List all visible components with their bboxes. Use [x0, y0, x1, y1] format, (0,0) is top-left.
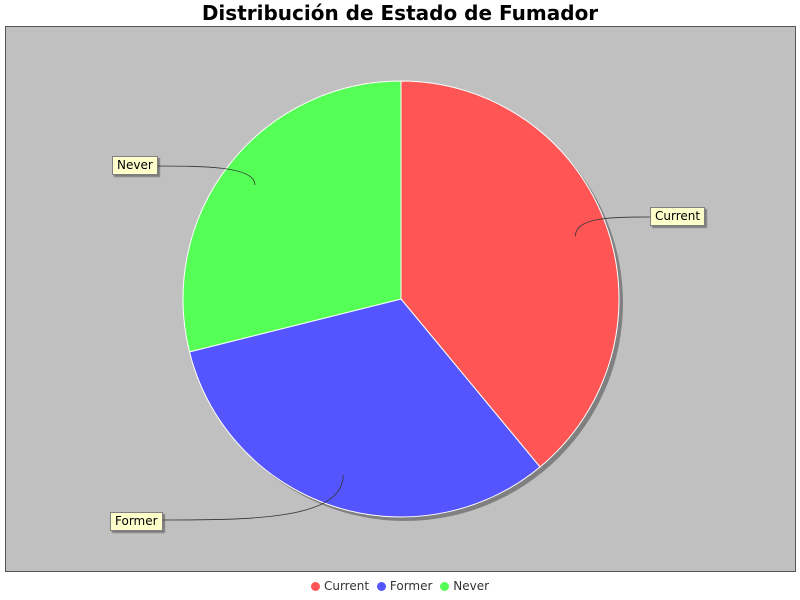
- legend-item-never: Never: [440, 579, 489, 593]
- legend-label-never: Never: [453, 579, 489, 593]
- chart-title: Distribución de Estado de Fumador: [0, 1, 800, 25]
- pie-chart: [6, 27, 795, 571]
- legend: Current Former Never: [0, 579, 800, 594]
- legend-swatch-former: [377, 582, 386, 591]
- legend-item-former: Former: [377, 579, 433, 593]
- slice-label-former: Former: [110, 512, 163, 531]
- slice-label-current: Current: [650, 207, 705, 226]
- legend-swatch-current: [311, 582, 320, 591]
- legend-label-current: Current: [324, 579, 369, 593]
- legend-item-current: Current: [311, 579, 369, 593]
- legend-label-former: Former: [390, 579, 433, 593]
- plot-area: Current Former Never: [5, 26, 796, 572]
- legend-swatch-never: [440, 582, 449, 591]
- slice-label-never: Never: [112, 156, 158, 175]
